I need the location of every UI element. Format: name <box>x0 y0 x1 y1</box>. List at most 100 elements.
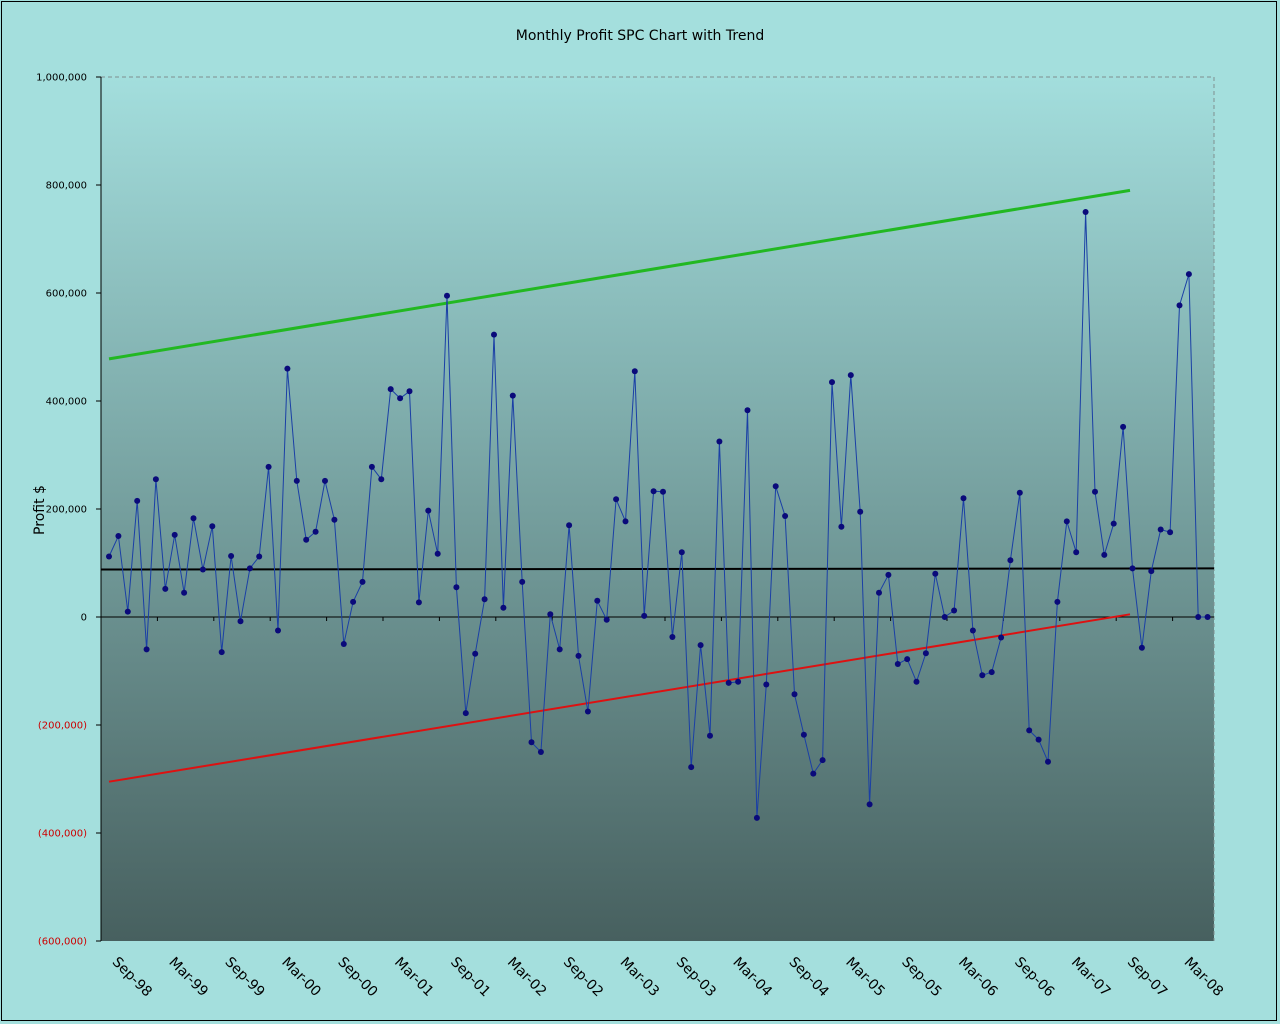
profit-data-point <box>1129 565 1136 572</box>
profit-data-point <box>772 483 779 490</box>
profit-data-point <box>1148 568 1155 575</box>
profit-data-point <box>622 518 629 525</box>
mean-line <box>100 567 1215 571</box>
profit-data-point <box>1120 423 1127 430</box>
profit-data-point <box>894 661 901 667</box>
profit-data-point <box>566 522 573 529</box>
y-axis-label: Profit $ <box>32 485 48 535</box>
profit-data-point <box>181 589 188 596</box>
y-tick-label: 0 <box>81 613 87 624</box>
profit-data-point <box>857 508 864 515</box>
profit-data-point <box>678 549 685 556</box>
profit-data-point <box>669 634 676 640</box>
profit-data-point <box>1110 520 1117 527</box>
profit-data-point <box>782 513 789 519</box>
profit-data-point <box>631 368 638 375</box>
profit-data-point <box>876 589 882 596</box>
profit-data-point <box>744 407 751 414</box>
profit-data-point <box>500 604 507 611</box>
profit-data-point <box>819 757 826 764</box>
x-tick-label: Mar-99 <box>165 954 211 1000</box>
x-tick-label: Sep-03 <box>673 954 719 1000</box>
profit-data-point <box>453 584 460 591</box>
x-tick-label: Mar-03 <box>617 954 663 1000</box>
profit-data-point <box>293 477 300 484</box>
profit-data-point <box>904 656 911 663</box>
x-tick-label: Mar-01 <box>391 954 437 1000</box>
profit-data-point <box>847 372 854 379</box>
profit-data-point <box>988 669 995 676</box>
lcl-trend-line <box>108 613 1131 783</box>
plot-background <box>101 77 1214 941</box>
profit-data-point <box>951 607 958 614</box>
profit-data-point <box>697 642 704 649</box>
profit-data-point <box>922 650 929 657</box>
y-tick-label: (400,000) <box>38 829 87 840</box>
y-tick-label: 400,000 <box>46 397 87 408</box>
profit-data-point <box>979 672 986 679</box>
plot-area: 1,000,000 800,000 600,000 400,000 200,000 0 (2… <box>36 73 1226 1001</box>
profit-data-point <box>340 641 347 647</box>
profit-data-point <box>641 612 648 619</box>
profit-data-point <box>387 386 394 393</box>
profit-data-point <box>425 507 432 514</box>
y-tick-label: (600,000) <box>38 937 87 948</box>
profit-data-point <box>1195 614 1202 620</box>
profit-data-point <box>969 627 976 634</box>
profit-data-point <box>519 578 526 585</box>
chart-title: Monthly Profit SPC Chart with Trend <box>516 28 764 44</box>
profit-data-point <box>838 523 845 530</box>
profit-data-point <box>660 488 666 495</box>
profit-data-point <box>406 388 413 395</box>
profit-data-point <box>115 533 122 539</box>
profit-data-point <box>584 708 591 715</box>
profit-data-point <box>725 679 732 686</box>
x-tick-label: Mar-07 <box>1068 954 1114 1000</box>
profit-data-point <box>1035 736 1042 743</box>
x-tick-label: Mar-04 <box>729 954 775 1000</box>
x-tick-label: Sep-01 <box>447 954 493 1000</box>
profit-data-point <box>265 463 272 470</box>
plot-border <box>101 76 1215 941</box>
profit-data-point <box>444 292 450 299</box>
profit-data-point <box>613 496 620 503</box>
y-tick-label: 600,000 <box>46 289 87 300</box>
x-tick-label: Mar-05 <box>842 954 888 1000</box>
x-tick-label: Sep-05 <box>898 954 944 1000</box>
profit-data-point <box>800 731 807 738</box>
profit-data-point <box>1101 551 1108 558</box>
profit-data-point <box>134 497 141 504</box>
profit-data-point <box>237 618 244 625</box>
profit-data-point <box>368 463 375 470</box>
profit-data-point <box>1073 549 1080 556</box>
profit-data-point <box>106 553 112 560</box>
profit-data-point <box>1082 209 1089 215</box>
profit-data-point <box>359 578 366 585</box>
profit-data-point <box>434 550 441 557</box>
profit-data-point <box>303 536 310 543</box>
profit-data-point <box>866 801 873 808</box>
profit-data-point <box>556 646 563 653</box>
profit-data-point <box>199 566 206 573</box>
profit-data-point <box>162 585 169 592</box>
x-tick-label: Mar-00 <box>278 954 324 1000</box>
profit-data-point <box>124 608 131 615</box>
x-tick-label: Sep-99 <box>222 954 268 1000</box>
x-tick-label: Sep-06 <box>1011 954 1057 1000</box>
profit-data-point <box>284 365 291 372</box>
profit-data-point <box>462 710 469 717</box>
profit-data-point <box>885 571 892 578</box>
profit-data-point <box>491 331 497 338</box>
y-tick-label: (200,000) <box>38 721 87 732</box>
profit-data-point <box>594 597 601 604</box>
profit-data-point <box>322 477 328 484</box>
profit-data-point <box>1167 529 1174 536</box>
profit-data-point <box>472 650 479 657</box>
profit-data-point <box>256 553 263 560</box>
profit-data-point <box>1045 758 1051 765</box>
profit-data-point <box>312 528 319 535</box>
profit-data-point <box>1157 526 1164 533</box>
profit-data-point <box>791 691 798 698</box>
profit-data-point <box>537 749 544 755</box>
profit-data-point <box>1138 644 1145 651</box>
